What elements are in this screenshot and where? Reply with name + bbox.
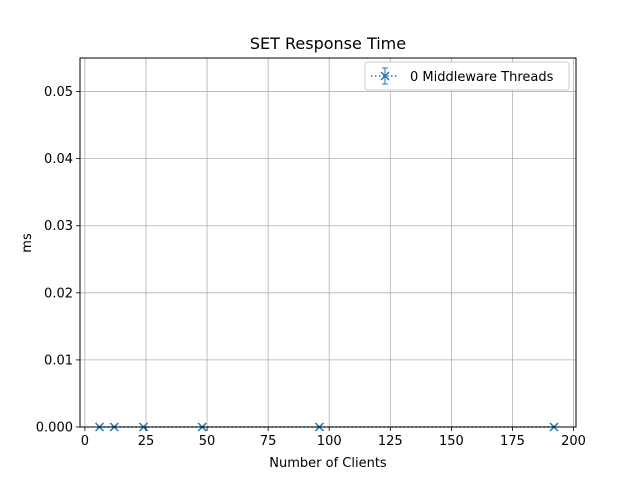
y-tick-label-5: 0.05 — [44, 85, 73, 100]
y-tick-label-0: 0.000 — [36, 421, 73, 436]
y-tick-label-3: 0.03 — [44, 219, 73, 234]
y-tick-label-2: 0.02 — [44, 286, 73, 301]
x-tick-label-3: 75 — [260, 434, 277, 449]
plot-frame — [79, 57, 577, 428]
x-tick-label-0: 0 — [81, 434, 89, 449]
x-tick-label-6: 150 — [439, 434, 464, 449]
legend-box — [364, 61, 570, 91]
x-tick-label-7: 175 — [500, 434, 525, 449]
chart-title: SET Response Time — [250, 34, 406, 53]
x-tick-label-5: 125 — [378, 434, 403, 449]
y-axis-label: ms — [20, 233, 35, 253]
y-tick-label-1: 0.01 — [44, 353, 73, 368]
x-tick-label-2: 50 — [199, 434, 216, 449]
legend-entry-0: 0 Middleware Threads — [410, 70, 554, 85]
y-tick-label-4: 0.04 — [44, 152, 73, 167]
legend: 0 Middleware Threads — [364, 61, 570, 91]
x-axis-label: Number of Clients — [269, 456, 387, 471]
x-tick-label-1: 25 — [138, 434, 155, 449]
x-tick-label-8: 200 — [561, 434, 586, 449]
grid — [80, 58, 576, 428]
x-tick-label-4: 100 — [317, 434, 342, 449]
axes: 0 25 50 75 100 125 150 175 200 0.000 0.01 0.02 0.03 0… — [36, 85, 586, 449]
legend-marker-x — [380, 67, 390, 85]
